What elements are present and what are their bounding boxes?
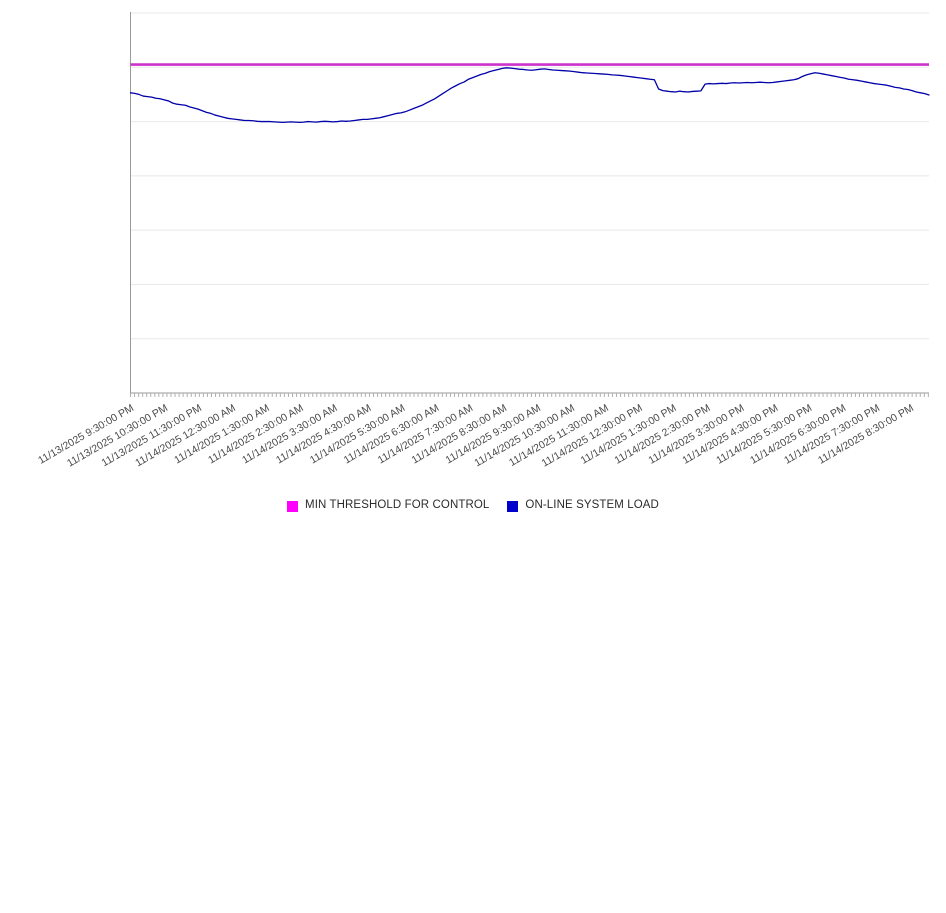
legend-label-on-line-system-load: ON-LINE SYSTEM LOAD <box>525 499 659 512</box>
axis-lines <box>130 12 929 394</box>
legend-label-min-threshold-for-control: MIN THRESHOLD FOR CONTROL <box>305 499 490 512</box>
legend-entry-min-threshold-for-control[interactable]: MIN THRESHOLD FOR CONTROL <box>287 500 489 512</box>
plot-area <box>129 12 930 397</box>
legend-swatch-magenta <box>287 500 299 512</box>
chart-container: 11/13/2025 9:30:00 PM 11/13/2025 10:30:00… <box>0 12 946 518</box>
x-axis-ticks <box>130 393 929 397</box>
legend-entry-on-line-system-load[interactable]: ON-LINE SYSTEM LOAD <box>507 500 659 512</box>
chart-legend: MIN THRESHOLD FOR CONTROL ON-LINE SYSTEM… <box>0 494 946 518</box>
series-line-on-line-system-load <box>129 67 930 124</box>
legend-swatch-blue <box>507 500 519 512</box>
